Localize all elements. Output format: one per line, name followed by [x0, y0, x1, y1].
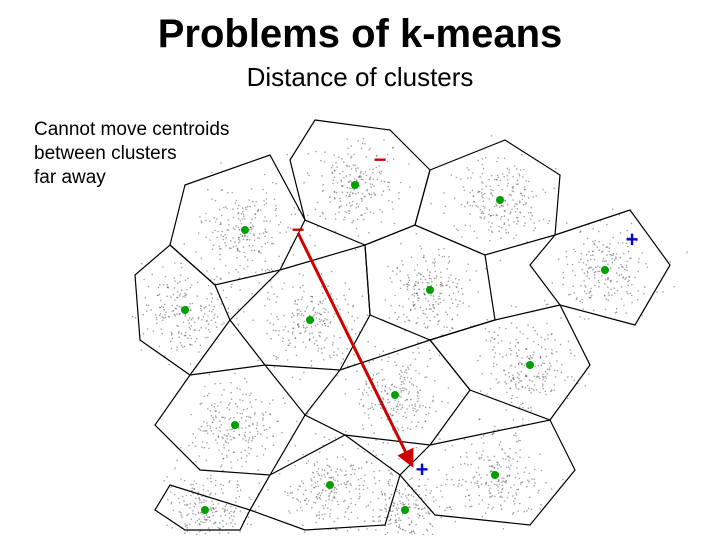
voronoi-diagram: − − + +	[130, 115, 690, 535]
slide-subtitle: Distance of clusters	[0, 62, 720, 93]
voronoi-cell	[250, 435, 400, 530]
voronoi-cell	[365, 225, 495, 340]
centroid	[526, 361, 534, 369]
centroid	[496, 196, 504, 204]
centroid	[181, 306, 189, 314]
voronoi-cell	[230, 245, 370, 370]
centroid	[491, 471, 499, 479]
voronoi-cell	[430, 305, 590, 420]
voronoi-cell	[170, 155, 305, 285]
centroid	[601, 266, 609, 274]
voronoi-cell	[155, 365, 305, 475]
plus-marker: +	[416, 457, 429, 482]
centroid	[241, 226, 249, 234]
centroid	[231, 421, 239, 429]
centroid	[426, 286, 434, 294]
voronoi-cell	[415, 140, 560, 255]
minus-marker: −	[374, 147, 387, 172]
centroid	[351, 181, 359, 189]
plus-marker: +	[626, 227, 639, 252]
voronoi-cell	[290, 120, 430, 245]
centroid	[306, 316, 314, 324]
centroid	[391, 391, 399, 399]
scatter-points	[130, 135, 688, 535]
centroid	[326, 481, 334, 489]
slide-title: Problems of k-means	[0, 12, 720, 57]
centroid	[401, 506, 409, 514]
minus-marker: −	[292, 217, 305, 242]
centroid	[201, 506, 209, 514]
